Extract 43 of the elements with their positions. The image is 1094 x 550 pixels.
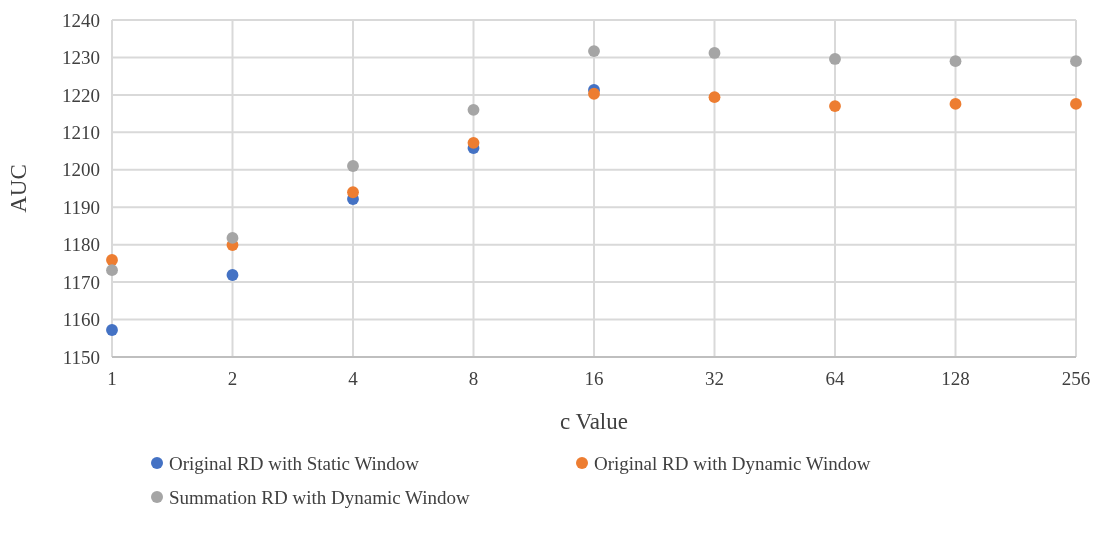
point — [1070, 55, 1082, 68]
y-axis-title: AUC — [6, 164, 31, 213]
point — [949, 97, 962, 110]
point — [829, 53, 841, 65]
x-tick-label: 256 — [1061, 368, 1091, 389]
point — [829, 100, 841, 113]
x-tick-label: 4 — [348, 368, 359, 389]
x-axis-title: c Value — [560, 409, 628, 434]
point — [226, 269, 239, 281]
x-tick-label: 16 — [584, 368, 604, 389]
x-tick-label: 64 — [825, 368, 845, 389]
point — [467, 103, 480, 116]
point — [226, 232, 239, 244]
y-tick-label: 1190 — [62, 196, 100, 218]
y-tick-label: 1180 — [62, 234, 100, 256]
x-tick-label: 32 — [705, 368, 724, 389]
point — [106, 254, 118, 266]
point — [347, 186, 359, 199]
y-tick-label: 1200 — [62, 159, 100, 181]
point — [1070, 97, 1082, 110]
x-tick-label: 128 — [941, 368, 970, 389]
point — [106, 264, 118, 277]
point — [347, 160, 359, 172]
y-tick-label: 1240 — [62, 9, 100, 31]
x-tick-label: 8 — [468, 368, 479, 389]
y-tick-label: 1160 — [62, 309, 100, 331]
point — [708, 91, 721, 104]
point — [708, 47, 721, 59]
y-tick-label: 1170 — [62, 271, 100, 293]
point — [588, 45, 600, 57]
legend-label: Summation RD with Dynamic Window — [169, 486, 471, 508]
point — [588, 87, 600, 100]
legend-label: Original RD with Static Window — [169, 452, 420, 474]
point — [106, 324, 118, 336]
x-tick-label: 1 — [107, 368, 117, 389]
x-tick-label: 2 — [227, 368, 238, 389]
y-tick-label: 1220 — [62, 84, 100, 106]
legend-label: Original RD with Dynamic Window — [594, 452, 871, 474]
y-tick-label: 1230 — [62, 47, 100, 69]
y-tick-label: 1210 — [62, 121, 100, 143]
point — [467, 136, 480, 149]
y-tick-label: 1150 — [62, 346, 100, 368]
point — [949, 55, 962, 68]
